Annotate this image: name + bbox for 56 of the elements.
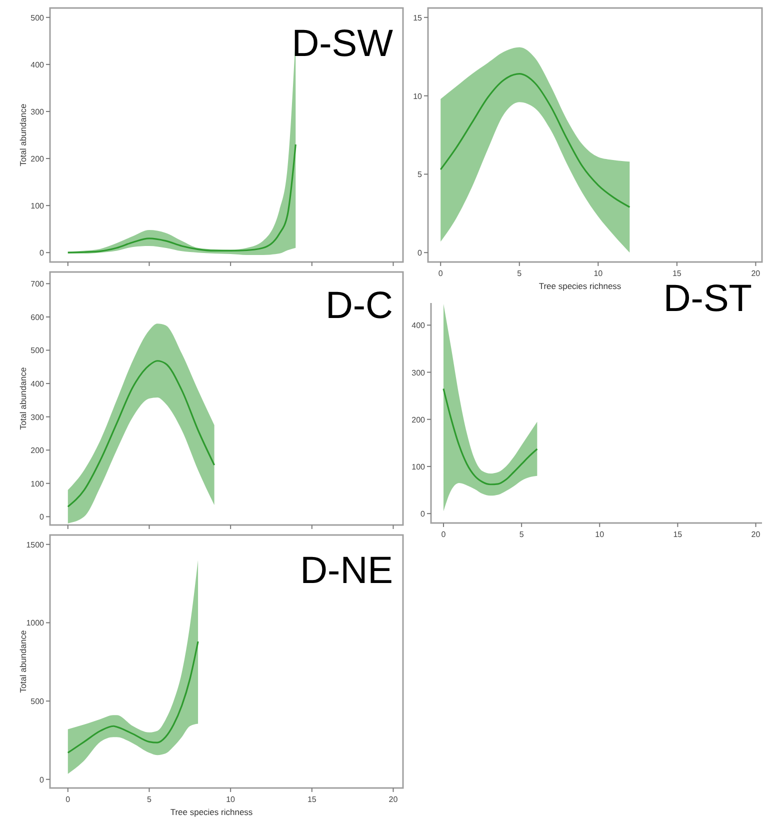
x-tick-label: 5	[517, 269, 522, 278]
y-tick-label: 200	[30, 446, 45, 456]
chart-title: D-C	[325, 285, 393, 327]
y-tick-label: 200	[30, 154, 45, 164]
y-tick-label: 100	[412, 462, 426, 472]
y-tick-label: 700	[30, 280, 45, 289]
x-tick-label: 20	[751, 269, 761, 278]
y-tick-label: 600	[30, 312, 45, 322]
chart-title: D-SW	[292, 23, 394, 65]
x-tick-label: 5	[519, 530, 524, 539]
y-tick-label: 100	[30, 202, 45, 211]
y-tick-label: 400	[412, 321, 426, 330]
y-tick-label: 0	[418, 248, 423, 258]
y-axis-title: Total abundance	[18, 104, 28, 166]
y-tick-label: 0	[420, 510, 426, 519]
y-axis-title: Total abundance	[18, 367, 28, 430]
y-tick-label: 1500	[26, 540, 45, 550]
y-tick-label: 10	[413, 92, 423, 101]
y-tick-label: 500	[30, 346, 45, 356]
x-axis-title: Tree species richness	[170, 807, 253, 817]
y-tick-label: 1000	[26, 618, 45, 628]
x-tick-label: 15	[672, 269, 682, 278]
y-tick-label: 100	[30, 479, 45, 488]
x-tick-label: 10	[594, 269, 604, 278]
y-tick-label: 0	[40, 775, 45, 784]
x-tick-label: 5	[147, 795, 152, 804]
line-series	[67, 360, 216, 508]
x-tick-label: 15	[307, 795, 317, 804]
x-tick-label: 20	[751, 530, 761, 539]
y-tick-label: 400	[30, 380, 45, 389]
y-tick-label: 500	[30, 13, 45, 22]
y-tick-label: 5	[418, 170, 423, 180]
y-tick-label: 300	[30, 412, 45, 422]
y-axis-title: Total abundance	[18, 630, 28, 693]
line-series	[67, 640, 199, 754]
x-tick-label: 10	[226, 795, 236, 804]
y-tick-label: 500	[30, 697, 45, 706]
chart-title: D-ST	[663, 278, 752, 320]
line-series	[440, 73, 630, 208]
x-tick-label: 15	[673, 530, 683, 539]
x-tick-label: 0	[66, 795, 71, 804]
x-tick-label: 20	[388, 795, 398, 804]
y-tick-label: 400	[30, 60, 45, 70]
x-tick-label: 10	[595, 530, 605, 539]
y-tick-label: 0	[40, 248, 45, 258]
x-tick-label: 0	[438, 269, 444, 278]
x-tick-label: 0	[441, 530, 446, 539]
y-tick-label: 0	[40, 512, 45, 522]
chart-title: D-NE	[300, 550, 393, 592]
y-tick-label: 300	[30, 107, 45, 116]
line-series	[67, 144, 296, 254]
line-series	[442, 388, 538, 486]
y-tick-label: 300	[412, 368, 426, 378]
y-tick-label: 15	[413, 13, 423, 22]
x-axis-title: Tree species richness	[538, 281, 622, 291]
y-tick-label: 200	[412, 415, 426, 424]
